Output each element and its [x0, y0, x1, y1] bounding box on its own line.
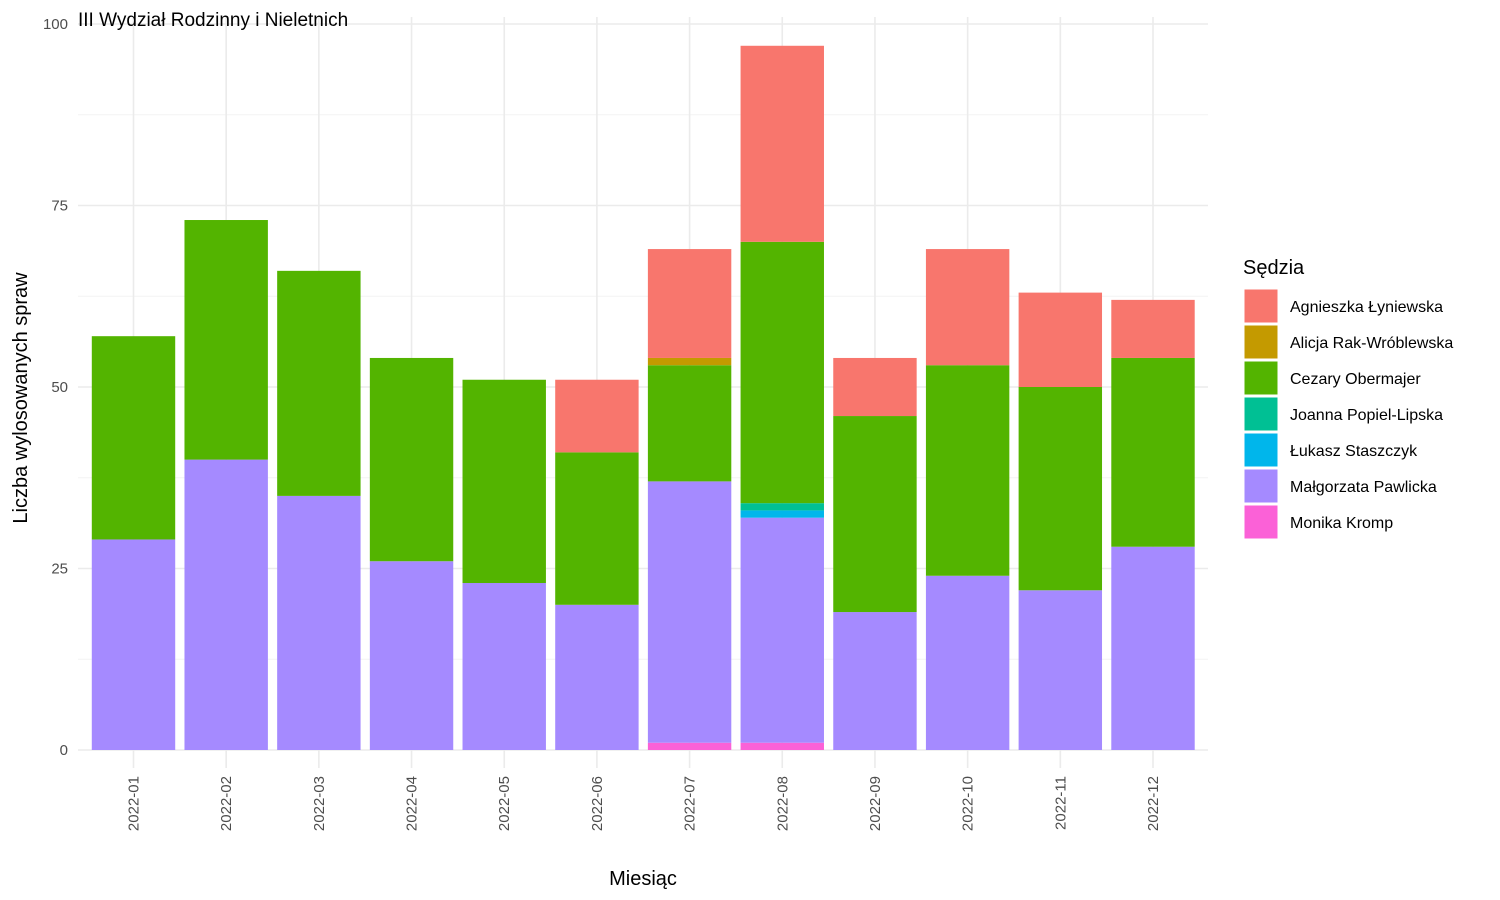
x-tick-label: 2022-06 — [589, 776, 606, 831]
legend-key — [1243, 468, 1279, 504]
bar-segment — [369, 561, 454, 750]
bar-segment — [833, 416, 917, 613]
bar-segment — [833, 612, 917, 750]
bar-segment — [647, 357, 732, 366]
bar-segment — [647, 742, 732, 750]
y-tick-label: 0 — [60, 742, 68, 759]
x-tick-label: 2022-10 — [960, 776, 977, 831]
bar-segment — [925, 249, 1010, 366]
bar-segment — [184, 220, 268, 460]
bar-segment — [740, 45, 824, 242]
bar-segment — [1018, 387, 1103, 591]
y-axis-ticks: 0 25 50 75 100 — [43, 16, 68, 759]
x-tick-label: 2022-05 — [496, 776, 513, 831]
legend-title: Sędzia — [1243, 257, 1305, 279]
legend-key — [1243, 432, 1279, 468]
bar-segment — [91, 539, 176, 750]
legend-key — [1243, 504, 1279, 540]
bar-segment — [555, 379, 639, 453]
y-tick-label: 75 — [51, 198, 68, 215]
bar-segment — [1111, 299, 1195, 358]
bar-segment — [1018, 590, 1103, 750]
bar-segment — [925, 365, 1010, 576]
legend-key — [1243, 396, 1279, 432]
x-tick-label: 2022-01 — [126, 776, 143, 831]
x-axis-title: Miesiąc — [609, 868, 677, 890]
bar-segment — [925, 575, 1010, 750]
x-tick-label: 2022-03 — [311, 776, 328, 831]
legend-key — [1243, 288, 1279, 324]
x-tick-label: 2022-07 — [682, 776, 699, 831]
legend-label: Monika Kromp — [1290, 515, 1393, 532]
legend-label: Małgorzata Pawlicka — [1290, 479, 1437, 496]
bar-segment — [184, 459, 268, 750]
bar-segment — [647, 249, 732, 358]
legend-label: Alicja Rak-Wróblewska — [1290, 335, 1453, 352]
bar-segment — [555, 452, 639, 605]
x-tick-label: 2022-09 — [867, 776, 884, 831]
bar-segment — [462, 583, 546, 750]
bar-segment — [740, 510, 824, 518]
bar-segment — [647, 365, 732, 482]
x-tick-label: 2022-02 — [218, 776, 235, 831]
legend-key — [1243, 324, 1279, 360]
bar-segment — [369, 357, 454, 562]
bar-segment — [555, 604, 639, 750]
bar-segment — [740, 517, 824, 743]
bar-segment — [647, 481, 732, 743]
y-tick-label: 50 — [51, 379, 68, 396]
bars — [91, 45, 1195, 750]
legend-label: Cezary Obermajer — [1290, 371, 1421, 388]
x-axis-ticks: 2022-01 2022-02 2022-03 2022-04 2022-05 2022-… — [126, 776, 1163, 831]
bar-segment — [277, 270, 361, 496]
x-tick-label: 2022-12 — [1145, 776, 1162, 831]
legend-label: Łukasz Staszczyk — [1290, 443, 1418, 460]
bar-segment — [1111, 546, 1195, 750]
chart-title: III Wydział Rodzinny i Nieletnich — [78, 10, 348, 31]
x-tick-label: 2022-04 — [404, 776, 421, 831]
bar-segment — [1018, 292, 1103, 387]
legend-label: Agnieszka Łyniewska — [1290, 299, 1443, 316]
bar-segment — [462, 379, 546, 584]
bar-segment — [740, 503, 824, 511]
legend: Sędzia Agnieszka Łyniewska Alicja Rak-Wró… — [1243, 257, 1453, 540]
bar-segment — [277, 495, 361, 750]
bar-segment — [740, 241, 824, 504]
bar-segment — [1111, 357, 1195, 547]
bar-segment — [91, 336, 176, 540]
x-tick-label: 2022-11 — [1052, 776, 1069, 830]
bar-segment — [833, 357, 917, 417]
y-tick-label: 100 — [43, 16, 68, 33]
bar-segment — [740, 742, 824, 750]
y-tick-label: 25 — [51, 561, 68, 578]
x-tick-label: 2022-08 — [774, 776, 791, 831]
y-axis-title: Liczba wylosowanych spraw — [10, 272, 32, 524]
legend-label: Joanna Popiel-Lipska — [1290, 407, 1443, 424]
legend-key — [1243, 360, 1279, 396]
